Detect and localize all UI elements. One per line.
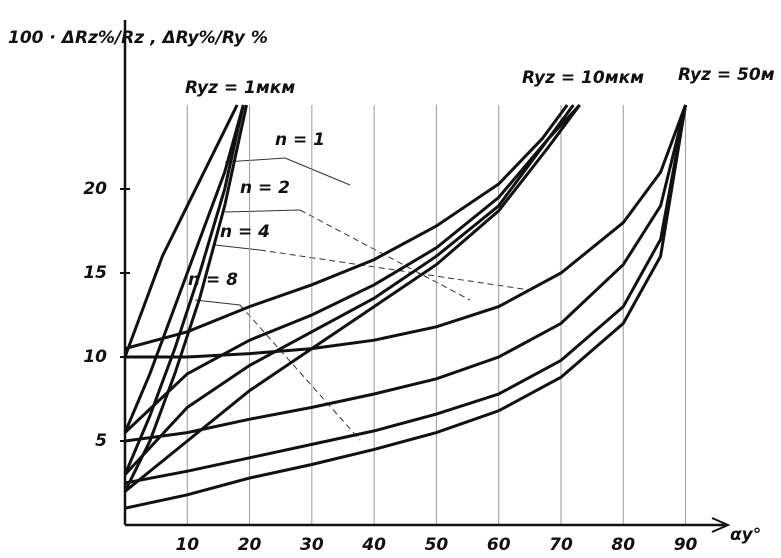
x-tick-label: 60 xyxy=(487,535,511,555)
curve xyxy=(124,104,581,493)
x-tick-label: 20 xyxy=(238,535,262,555)
y-tick-label: 5 xyxy=(95,431,107,451)
curve xyxy=(123,104,239,358)
curve xyxy=(124,104,687,443)
annotation: n = 8 xyxy=(188,270,238,290)
y-tick-label: 10 xyxy=(83,347,107,367)
curve xyxy=(123,104,248,493)
curve xyxy=(124,104,687,510)
x-tick-label: 70 xyxy=(549,535,573,555)
curve xyxy=(123,104,575,434)
curve xyxy=(123,103,581,476)
curve xyxy=(124,104,687,485)
x-axis-label: αy° xyxy=(730,525,761,545)
leader-line xyxy=(214,244,261,251)
curve xyxy=(125,104,687,359)
curve xyxy=(123,104,245,434)
annotation: n = 4 xyxy=(220,222,270,242)
x-tick-label: 50 xyxy=(425,535,449,555)
y-axis-label: 100 · ΔRz%/Rz , ΔRy%/Ry % xyxy=(8,28,268,48)
x-tick-label: 90 xyxy=(674,535,698,555)
annotation: Ryz = 1мкм xyxy=(185,78,295,98)
annotation: n = 2 xyxy=(240,178,290,198)
x-tick-label: 10 xyxy=(175,535,199,555)
leader-line xyxy=(224,209,301,213)
x-tick-label: 40 xyxy=(361,535,386,555)
y-tick-label: 20 xyxy=(83,179,107,199)
annotation: n = 1 xyxy=(275,130,325,150)
leader-line xyxy=(299,209,471,301)
annotation: Ryz = 10мкм xyxy=(522,68,644,88)
leader-line xyxy=(259,249,531,291)
y-tick-label: 15 xyxy=(83,263,107,283)
curve xyxy=(123,104,245,476)
leader-line xyxy=(284,157,351,186)
x-axis-arrow xyxy=(711,517,731,533)
leaders xyxy=(194,157,531,441)
curve xyxy=(124,104,569,351)
x-tick-label: 30 xyxy=(300,535,324,555)
annotation: Ryz = 50м xyxy=(678,65,775,85)
leader-line xyxy=(194,299,241,306)
x-tick-label: 80 xyxy=(611,535,635,555)
leader-line xyxy=(239,304,361,441)
